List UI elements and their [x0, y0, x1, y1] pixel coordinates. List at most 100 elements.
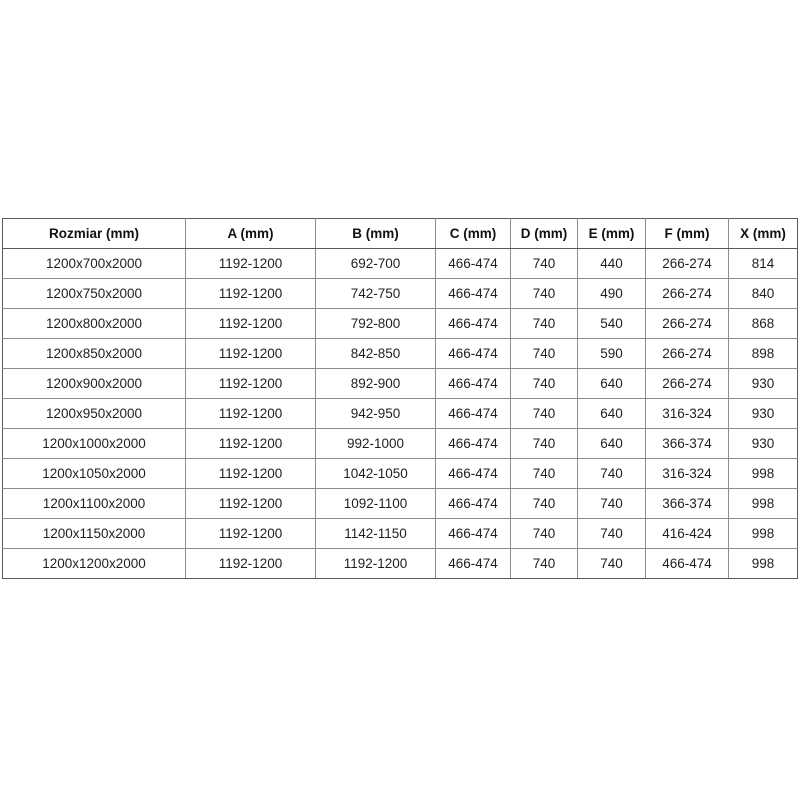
table-row: 1200x1200x2000 1192-1200 1192-1200 466-474 7… — [2, 548, 798, 579]
table-cell: 992-1000 — [315, 428, 436, 459]
table-header-row: Rozmiar (mm) A (mm) B (mm) C (mm) D (mm) E (m… — [2, 218, 798, 249]
table-cell: 1192-1200 — [185, 248, 316, 279]
table-cell: 266-274 — [645, 338, 729, 369]
table-cell: 1192-1200 — [185, 308, 316, 339]
table-cell: 1192-1200 — [185, 488, 316, 519]
table-cell: 930 — [728, 428, 798, 459]
table-cell: 892-900 — [315, 368, 436, 399]
table-cell: 740 — [510, 248, 578, 279]
column-header: X (mm) — [728, 218, 798, 249]
table-cell: 998 — [728, 488, 798, 519]
table-body: 1200x700x2000 1192-1200 692-700 466-474 740 4… — [2, 248, 798, 579]
table-cell: 1142-1150 — [315, 518, 436, 549]
table-cell: 466-474 — [435, 428, 511, 459]
table-cell: 998 — [728, 548, 798, 579]
dimensions-table-container: Rozmiar (mm) A (mm) B (mm) C (mm) D (mm) E (m… — [2, 218, 798, 579]
table-cell: 1200x700x2000 — [2, 248, 186, 279]
table-cell: 1200x1150x2000 — [2, 518, 186, 549]
table-cell: 1042-1050 — [315, 458, 436, 489]
table-cell: 490 — [577, 278, 646, 309]
table-cell: 998 — [728, 458, 798, 489]
table-cell: 1192-1200 — [185, 548, 316, 579]
table-cell: 640 — [577, 368, 646, 399]
table-cell: 1192-1200 — [185, 398, 316, 429]
table-cell: 740 — [577, 488, 646, 519]
table-cell: 466-474 — [435, 548, 511, 579]
table-cell: 868 — [728, 308, 798, 339]
table-row: 1200x1150x2000 1192-1200 1142-1150 466-474 7… — [2, 518, 798, 549]
column-header: A (mm) — [185, 218, 316, 249]
table-cell: 366-374 — [645, 428, 729, 459]
table-cell: 1200x1200x2000 — [2, 548, 186, 579]
table-cell: 742-750 — [315, 278, 436, 309]
table-cell: 1200x950x2000 — [2, 398, 186, 429]
table-cell: 740 — [577, 548, 646, 579]
column-header: E (mm) — [577, 218, 646, 249]
table-cell: 842-850 — [315, 338, 436, 369]
table-cell: 930 — [728, 368, 798, 399]
table-cell: 740 — [510, 428, 578, 459]
table-cell: 266-274 — [645, 278, 729, 309]
table-cell: 466-474 — [435, 488, 511, 519]
table-cell: 590 — [577, 338, 646, 369]
table-cell: 466-474 — [435, 458, 511, 489]
table-cell: 792-800 — [315, 308, 436, 339]
table-cell: 1200x1100x2000 — [2, 488, 186, 519]
table-cell: 740 — [510, 488, 578, 519]
table-cell: 998 — [728, 518, 798, 549]
table-cell: 1200x850x2000 — [2, 338, 186, 369]
table-cell: 740 — [510, 458, 578, 489]
table-row: 1200x1050x2000 1192-1200 1042-1050 466-474 7… — [2, 458, 798, 489]
table-cell: 1192-1200 — [185, 518, 316, 549]
table-cell: 316-324 — [645, 458, 729, 489]
table-cell: 1200x1050x2000 — [2, 458, 186, 489]
table-cell: 740 — [510, 338, 578, 369]
table-cell: 1192-1200 — [185, 278, 316, 309]
table-cell: 1200x800x2000 — [2, 308, 186, 339]
table-row: 1200x1100x2000 1192-1200 1092-1100 466-474 7… — [2, 488, 798, 519]
table-cell: 416-424 — [645, 518, 729, 549]
table-row: 1200x850x2000 1192-1200 842-850 466-474 740 5… — [2, 338, 798, 369]
table-cell: 466-474 — [435, 368, 511, 399]
table-cell: 466-474 — [435, 518, 511, 549]
table-cell: 1192-1200 — [185, 428, 316, 459]
table-cell: 1092-1100 — [315, 488, 436, 519]
table-cell: 466-474 — [645, 548, 729, 579]
table-cell: 740 — [577, 458, 646, 489]
table-row: 1200x750x2000 1192-1200 742-750 466-474 740 4… — [2, 278, 798, 309]
table-cell: 316-324 — [645, 398, 729, 429]
table-cell: 1192-1200 — [185, 338, 316, 369]
table-cell: 540 — [577, 308, 646, 339]
table-cell: 840 — [728, 278, 798, 309]
table-row: 1200x900x2000 1192-1200 892-900 466-474 740 6… — [2, 368, 798, 399]
table-cell: 466-474 — [435, 308, 511, 339]
table-cell: 692-700 — [315, 248, 436, 279]
column-header: C (mm) — [435, 218, 511, 249]
table-cell: 740 — [510, 278, 578, 309]
table-cell: 740 — [510, 398, 578, 429]
table-cell: 740 — [510, 518, 578, 549]
table-cell: 814 — [728, 248, 798, 279]
table-cell: 1192-1200 — [185, 368, 316, 399]
table-cell: 1192-1200 — [185, 458, 316, 489]
table-cell: 640 — [577, 398, 646, 429]
table-header: Rozmiar (mm) A (mm) B (mm) C (mm) D (mm) E (m… — [2, 218, 798, 249]
table-cell: 1200x750x2000 — [2, 278, 186, 309]
table-cell: 740 — [510, 368, 578, 399]
table-cell: 942-950 — [315, 398, 436, 429]
table-cell: 740 — [510, 548, 578, 579]
table-cell: 898 — [728, 338, 798, 369]
table-cell: 740 — [577, 518, 646, 549]
column-header: Rozmiar (mm) — [2, 218, 186, 249]
table-cell: 466-474 — [435, 398, 511, 429]
table-row: 1200x700x2000 1192-1200 692-700 466-474 740 4… — [2, 248, 798, 279]
table-cell: 366-374 — [645, 488, 729, 519]
table-cell: 1200x900x2000 — [2, 368, 186, 399]
table-cell: 466-474 — [435, 248, 511, 279]
table-cell: 466-474 — [435, 278, 511, 309]
table-cell: 266-274 — [645, 308, 729, 339]
table-cell: 266-274 — [645, 368, 729, 399]
table-row: 1200x950x2000 1192-1200 942-950 466-474 740 6… — [2, 398, 798, 429]
table-row: 1200x1000x2000 1192-1200 992-1000 466-474 74… — [2, 428, 798, 459]
table-row: 1200x800x2000 1192-1200 792-800 466-474 740 5… — [2, 308, 798, 339]
